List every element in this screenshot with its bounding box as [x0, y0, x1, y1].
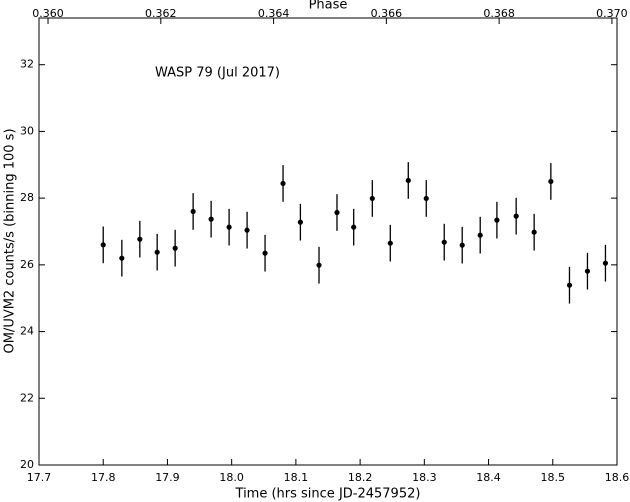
- x-tick-label: 18.0: [219, 471, 244, 484]
- y-tick-label: 26: [20, 258, 34, 271]
- data-point: [208, 216, 214, 222]
- data-point: [459, 242, 465, 248]
- x-axis-title: Time (hrs since JD-2457952): [235, 487, 421, 502]
- top-axis-title: Phase: [309, 0, 348, 13]
- y-tick-label: 22: [20, 391, 34, 404]
- top-tick-label: 0.370: [596, 7, 628, 20]
- x-tick-label: 17.9: [155, 471, 180, 484]
- x-tick-label: 17.8: [91, 471, 116, 484]
- data-point: [154, 249, 160, 255]
- data-point: [297, 219, 303, 225]
- data-point: [137, 236, 143, 242]
- x-tick-label: 18.2: [348, 471, 373, 484]
- x-tick-label: 18.6: [605, 471, 630, 484]
- data-point: [369, 195, 375, 202]
- annotation: WASP 79 (Jul 2017): [155, 66, 280, 81]
- data-point: [316, 262, 322, 268]
- data-point: [405, 177, 411, 184]
- top-tick-label: 0.362: [145, 7, 177, 20]
- data-point: [566, 282, 573, 288]
- y-tick-label: 32: [20, 58, 34, 71]
- data-point: [351, 224, 357, 230]
- data-point: [172, 245, 178, 251]
- data-point: [602, 260, 609, 266]
- data-point: [190, 208, 196, 215]
- y-tick-label: 24: [20, 325, 34, 338]
- x-tick-label: 18.3: [412, 471, 437, 484]
- y-tick-label: 30: [20, 124, 34, 137]
- x-tick-label: 18.4: [476, 471, 501, 484]
- x-tick-label: 18.5: [541, 471, 566, 484]
- x-tick-label: 18.1: [284, 471, 309, 484]
- data-point: [387, 240, 393, 246]
- data-point: [441, 239, 447, 245]
- data-point: [280, 180, 286, 187]
- data-point: [494, 217, 500, 223]
- y-axis-title: OM/UVM2 counts/s (binning 100 s): [3, 128, 18, 353]
- top-tick-label: 0.368: [483, 7, 515, 20]
- top-tick-label: 0.360: [32, 7, 64, 20]
- data-point: [334, 209, 340, 216]
- y-tick-label: 20: [20, 458, 34, 471]
- data-point: [100, 242, 106, 248]
- top-tick-label: 0.364: [258, 7, 290, 20]
- data-point: [477, 232, 483, 238]
- data-point: [423, 195, 429, 202]
- data-point: [548, 178, 554, 185]
- y-tick-label: 28: [20, 191, 34, 204]
- x-tick-label: 17.7: [27, 471, 52, 484]
- data-point: [584, 268, 591, 274]
- data-point: [262, 250, 268, 256]
- plot-frame: [38, 17, 618, 466]
- data-point: [119, 255, 125, 261]
- data-point: [531, 229, 537, 235]
- data-point: [244, 227, 250, 233]
- data-point: [513, 213, 519, 219]
- data-point: [226, 224, 232, 230]
- top-tick-label: 0.366: [371, 7, 403, 20]
